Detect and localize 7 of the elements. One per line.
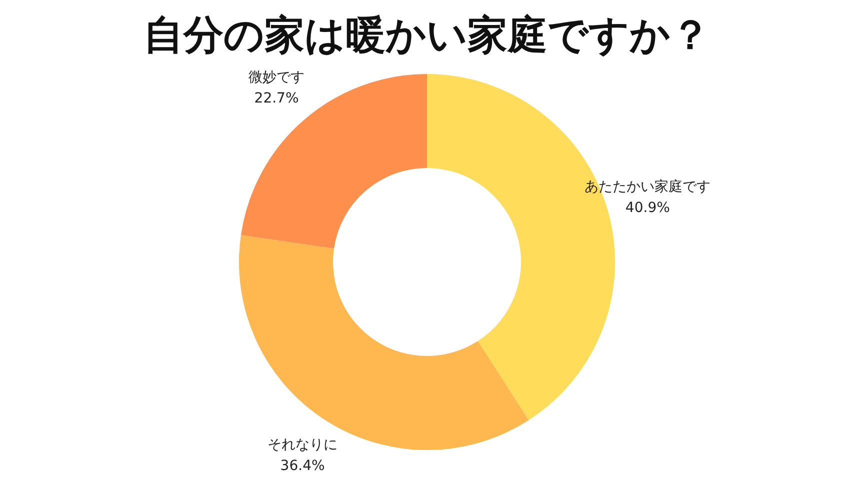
slice-label: あたたかい家庭です xyxy=(584,178,711,195)
data-label: 40.9% xyxy=(625,200,670,216)
chart-title: 自分の家は暖かい家庭ですか？ xyxy=(144,12,710,58)
slice-label: それなりに xyxy=(268,437,338,454)
slice-label: 微妙です xyxy=(248,70,305,86)
data-label: 36.4% xyxy=(280,458,325,474)
data-label: 22.7% xyxy=(254,90,299,107)
